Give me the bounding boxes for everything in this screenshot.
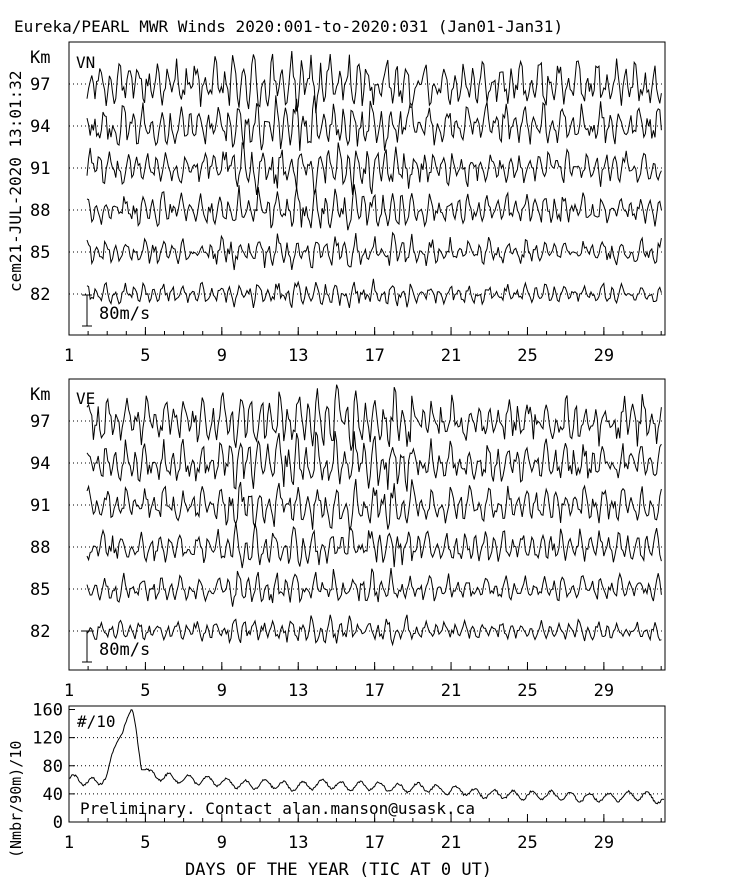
x-tick-label: 25 xyxy=(517,833,537,853)
x-tick-label: 25 xyxy=(517,346,537,366)
panel-vn-x-ticks xyxy=(68,327,662,335)
y-tick-label: 88 xyxy=(30,538,50,558)
x-tick-label: 13 xyxy=(288,346,308,366)
timestamp-label: cem21-JUL-2020 13:01:32 xyxy=(6,70,25,292)
panel-vn-y-tick-labels: 97 94 91 88 85 82 xyxy=(30,75,50,305)
wind-trace-91km xyxy=(86,142,662,196)
y-tick-label: 94 xyxy=(30,454,50,474)
panel-count-frame xyxy=(68,705,666,823)
panel-count-x-tick-labels: 1 5 9 13 17 21 25 29 xyxy=(64,833,614,853)
panel-ve-frame xyxy=(68,378,666,671)
panel-ve-x-ticks xyxy=(68,662,662,670)
wind-trace-97km xyxy=(86,384,662,451)
y-tick-label: 0 xyxy=(53,813,63,833)
wind-trace-94km xyxy=(86,95,662,151)
panel-vn-scale-label: 80m/s xyxy=(99,304,150,324)
x-tick-label: 9 xyxy=(217,681,227,701)
panel-count: #/10 (Nmbr/90m)/10 0 40 80 120 160 Prelimina… xyxy=(7,701,666,877)
x-tick-label: 25 xyxy=(517,681,537,701)
panel-vn-gridlines xyxy=(69,83,665,295)
y-tick-label: 88 xyxy=(30,201,50,221)
panel-count-label: #/10 xyxy=(77,712,116,731)
x-tick-label: 29 xyxy=(594,346,614,366)
x-tick-label: 13 xyxy=(288,681,308,701)
panel-vn-frame xyxy=(68,41,666,336)
panel-ve: Km VE 97 94 91 88 85 82 80m/s 1 5 9 13 17 21 25 29 xyxy=(30,378,666,701)
panel-ve-scale-label: 80m/s xyxy=(99,640,150,660)
x-tick-label: 5 xyxy=(140,346,150,366)
x-tick-label: 5 xyxy=(140,681,150,701)
x-tick-label: 9 xyxy=(217,346,227,366)
wind-trace-91km xyxy=(86,478,662,531)
x-tick-label: 21 xyxy=(441,346,461,366)
wind-trace-85km xyxy=(86,567,662,607)
footer-note: Preliminary. Contact alan.manson@usask.c… xyxy=(80,799,475,818)
y-tick-label: 40 xyxy=(43,785,63,805)
y-tick-label: 82 xyxy=(30,285,50,305)
x-tick-label: 29 xyxy=(594,681,614,701)
panel-ve-y-tick-labels: 97 94 91 88 85 82 xyxy=(30,412,50,642)
x-tick-label: 13 xyxy=(288,833,308,853)
wind-trace-85km xyxy=(86,231,662,271)
panel-count-ylabel: (Nmbr/90m)/10 xyxy=(7,741,25,858)
x-tick-label: 17 xyxy=(364,346,384,366)
panel-vn-unit-label: Km xyxy=(30,48,50,68)
y-tick-label: 120 xyxy=(32,729,63,749)
y-tick-label: 97 xyxy=(30,75,50,95)
y-tick-label: 94 xyxy=(30,117,50,137)
x-tick-label: 21 xyxy=(441,681,461,701)
wind-trace-82km xyxy=(86,614,662,647)
x-tick-label: 5 xyxy=(140,833,150,853)
x-tick-label: 9 xyxy=(217,833,227,853)
x-tick-label: 17 xyxy=(364,833,384,853)
panel-ve-x-tick-labels: 1 5 9 13 17 21 25 29 xyxy=(64,681,614,701)
x-tick-label: 1 xyxy=(64,346,74,366)
y-tick-label: 85 xyxy=(30,243,50,263)
panel-ve-traces xyxy=(86,384,662,647)
y-tick-label: 97 xyxy=(30,412,50,432)
count-trace xyxy=(68,709,665,805)
x-tick-label: 1 xyxy=(64,681,74,701)
y-tick-label: 82 xyxy=(30,622,50,642)
y-tick-label: 80 xyxy=(43,757,63,777)
chart-title: Eureka/PEARL MWR Winds 2020:001-to-2020:… xyxy=(14,17,563,36)
panel-vn-x-tick-labels: 1 5 9 13 17 21 25 29 xyxy=(64,346,614,366)
panel-count-x-ticks xyxy=(68,814,662,822)
y-tick-label: 85 xyxy=(30,580,50,600)
wind-trace-94km xyxy=(86,431,662,492)
y-tick-label: 160 xyxy=(32,701,63,721)
panel-count-traces xyxy=(68,709,665,805)
y-tick-label: 91 xyxy=(30,496,50,516)
panel-vn: Km VN 97 94 91 88 85 82 80m/s 1 5 9 13 17 21 25 29 xyxy=(30,41,666,366)
x-tick-label: 29 xyxy=(594,833,614,853)
wind-trace-82km xyxy=(86,278,662,309)
panel-vn-traces xyxy=(86,50,662,309)
panel-ve-label: VE xyxy=(76,389,95,408)
panel-vn-label: VN xyxy=(76,53,95,72)
x-tick-label: 21 xyxy=(441,833,461,853)
x-axis-title: DAYS OF THE YEAR (TIC AT 0 UT) xyxy=(185,860,492,877)
x-tick-label: 17 xyxy=(364,681,384,701)
panel-count-gridlines xyxy=(69,737,665,795)
y-tick-label: 91 xyxy=(30,159,50,179)
panel-count-y-tick-labels: 0 40 80 120 160 xyxy=(32,701,75,833)
panel-ve-unit-label: Km xyxy=(30,385,50,405)
wind-trace-88km xyxy=(86,184,662,231)
wind-trace-97km xyxy=(86,50,662,114)
x-tick-label: 1 xyxy=(64,833,74,853)
wind-trace-88km xyxy=(86,521,662,569)
